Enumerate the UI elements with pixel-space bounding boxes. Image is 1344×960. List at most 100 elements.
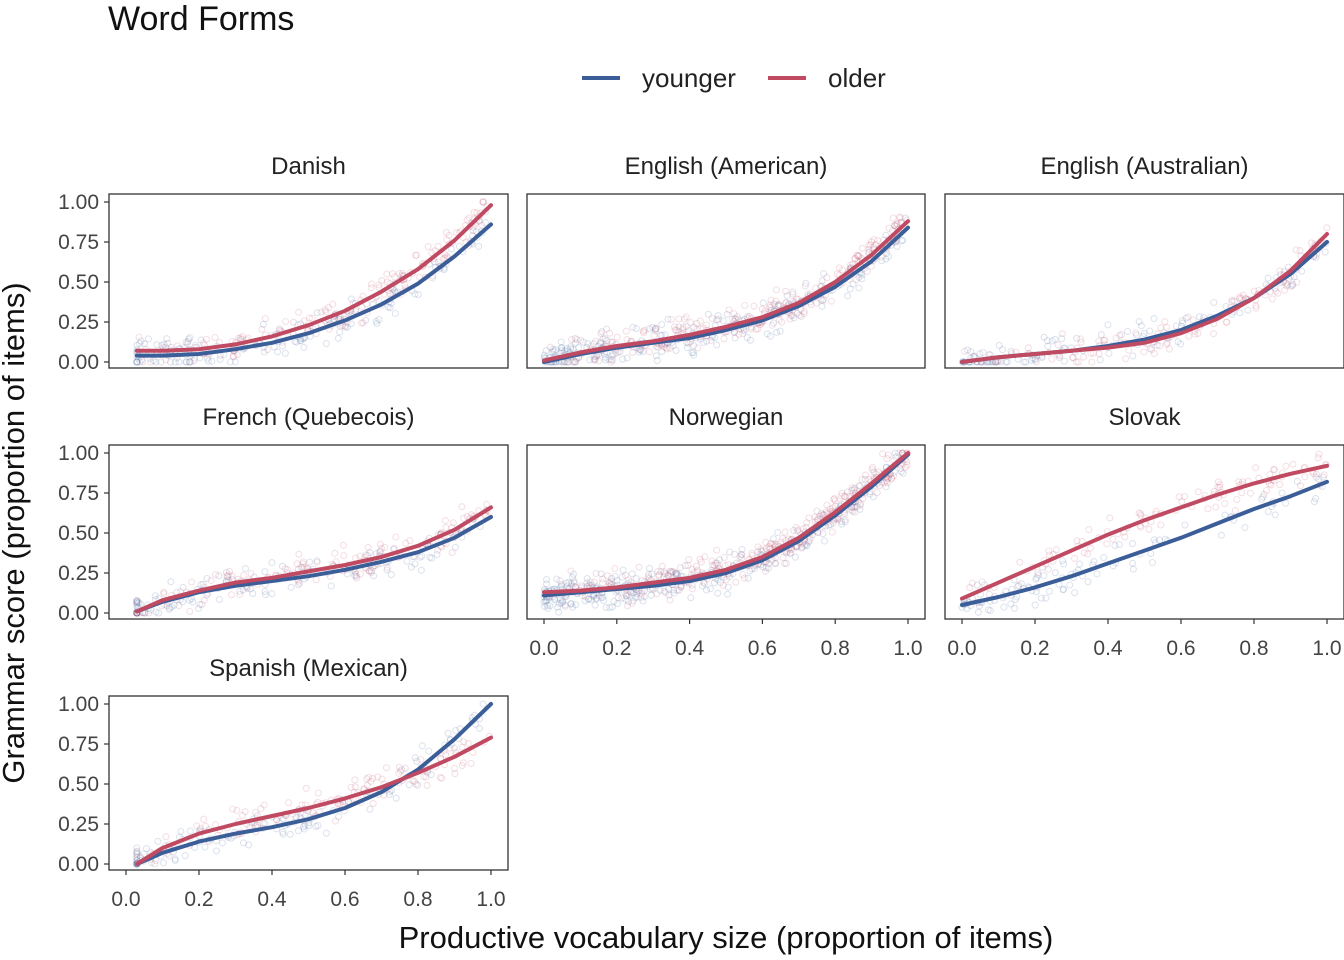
data-point bbox=[673, 586, 681, 594]
data-point bbox=[196, 600, 204, 609]
data-point bbox=[1178, 498, 1186, 506]
data-point bbox=[595, 357, 603, 365]
data-point bbox=[555, 608, 563, 616]
data-point bbox=[340, 552, 348, 560]
data-point bbox=[579, 338, 587, 346]
data-point bbox=[840, 492, 848, 500]
data-point bbox=[858, 476, 866, 484]
data-point bbox=[473, 209, 481, 217]
data-point bbox=[605, 355, 613, 363]
data-point bbox=[203, 354, 212, 362]
data-point bbox=[1153, 341, 1161, 349]
data-point bbox=[873, 489, 881, 497]
x-tick-label: 0.4 bbox=[257, 888, 287, 911]
data-point bbox=[204, 357, 212, 365]
data-point bbox=[736, 553, 744, 561]
data-point bbox=[1111, 541, 1119, 550]
data-point bbox=[294, 581, 302, 589]
data-point bbox=[869, 463, 877, 471]
panel-frame-spanish-mexican bbox=[108, 695, 509, 871]
strip-label-slovak: Slovak bbox=[1108, 404, 1181, 431]
data-point bbox=[238, 811, 247, 819]
data-point bbox=[966, 584, 974, 592]
data-point bbox=[598, 579, 606, 587]
data-point bbox=[782, 549, 791, 557]
x-tick-label: 0.2 bbox=[1020, 637, 1049, 660]
points-older-english-american bbox=[545, 213, 911, 366]
data-point bbox=[901, 463, 909, 471]
data-point bbox=[194, 604, 203, 613]
data-point bbox=[738, 545, 746, 554]
data-point bbox=[719, 317, 727, 325]
data-point bbox=[714, 312, 722, 320]
data-point bbox=[662, 344, 670, 352]
data-point bbox=[467, 759, 475, 768]
data-point bbox=[619, 355, 627, 363]
data-point bbox=[667, 315, 675, 324]
data-point bbox=[759, 563, 767, 571]
points-older-slovak bbox=[966, 450, 1330, 606]
data-point bbox=[670, 586, 678, 594]
data-point bbox=[841, 516, 849, 524]
data-point bbox=[313, 558, 321, 566]
data-point bbox=[1000, 603, 1008, 611]
data-point bbox=[819, 511, 827, 519]
data-point bbox=[133, 850, 141, 858]
data-point bbox=[816, 512, 824, 520]
data-point bbox=[820, 537, 829, 545]
data-point bbox=[706, 585, 714, 593]
data-point bbox=[666, 596, 674, 604]
data-point bbox=[296, 337, 304, 345]
data-point bbox=[185, 335, 193, 343]
data-point bbox=[766, 332, 774, 340]
data-point bbox=[185, 358, 193, 366]
data-point bbox=[239, 586, 247, 594]
data-point bbox=[370, 572, 378, 580]
data-point bbox=[657, 567, 665, 576]
data-point bbox=[728, 315, 737, 323]
data-point bbox=[190, 357, 198, 365]
data-point bbox=[851, 503, 859, 511]
data-point bbox=[260, 348, 268, 356]
data-point bbox=[1148, 346, 1156, 354]
data-point bbox=[636, 346, 644, 354]
data-point bbox=[136, 339, 144, 348]
data-point bbox=[1095, 337, 1103, 345]
data-point bbox=[135, 599, 143, 607]
data-point bbox=[1106, 514, 1114, 522]
data-point bbox=[197, 336, 205, 344]
data-point bbox=[759, 299, 767, 307]
data-point bbox=[663, 345, 671, 353]
data-point bbox=[662, 588, 670, 597]
data-point bbox=[638, 590, 646, 598]
data-point bbox=[324, 304, 332, 312]
data-point bbox=[771, 540, 779, 548]
data-point bbox=[675, 586, 683, 594]
data-point bbox=[866, 490, 874, 498]
data-point bbox=[356, 552, 364, 560]
data-point bbox=[572, 601, 580, 609]
data-point bbox=[1217, 531, 1225, 539]
data-point bbox=[188, 578, 196, 586]
data-point bbox=[613, 576, 621, 585]
data-point bbox=[1007, 600, 1015, 608]
data-point bbox=[688, 349, 696, 357]
data-point bbox=[1045, 551, 1054, 559]
data-point bbox=[162, 833, 170, 841]
data-point bbox=[973, 581, 981, 589]
data-point bbox=[369, 774, 377, 782]
data-point bbox=[236, 334, 245, 342]
data-point bbox=[829, 504, 837, 512]
data-point bbox=[1230, 297, 1238, 305]
data-point bbox=[1252, 464, 1260, 472]
data-point bbox=[762, 538, 770, 546]
data-point bbox=[623, 336, 631, 344]
data-point bbox=[154, 609, 163, 617]
strip-label-spanish-mexican: Spanish (Mexican) bbox=[209, 655, 408, 682]
data-point bbox=[1060, 357, 1068, 365]
data-point bbox=[553, 575, 561, 583]
data-point bbox=[183, 340, 191, 348]
data-point bbox=[849, 507, 857, 515]
data-point bbox=[1321, 248, 1329, 256]
data-point bbox=[181, 852, 189, 860]
